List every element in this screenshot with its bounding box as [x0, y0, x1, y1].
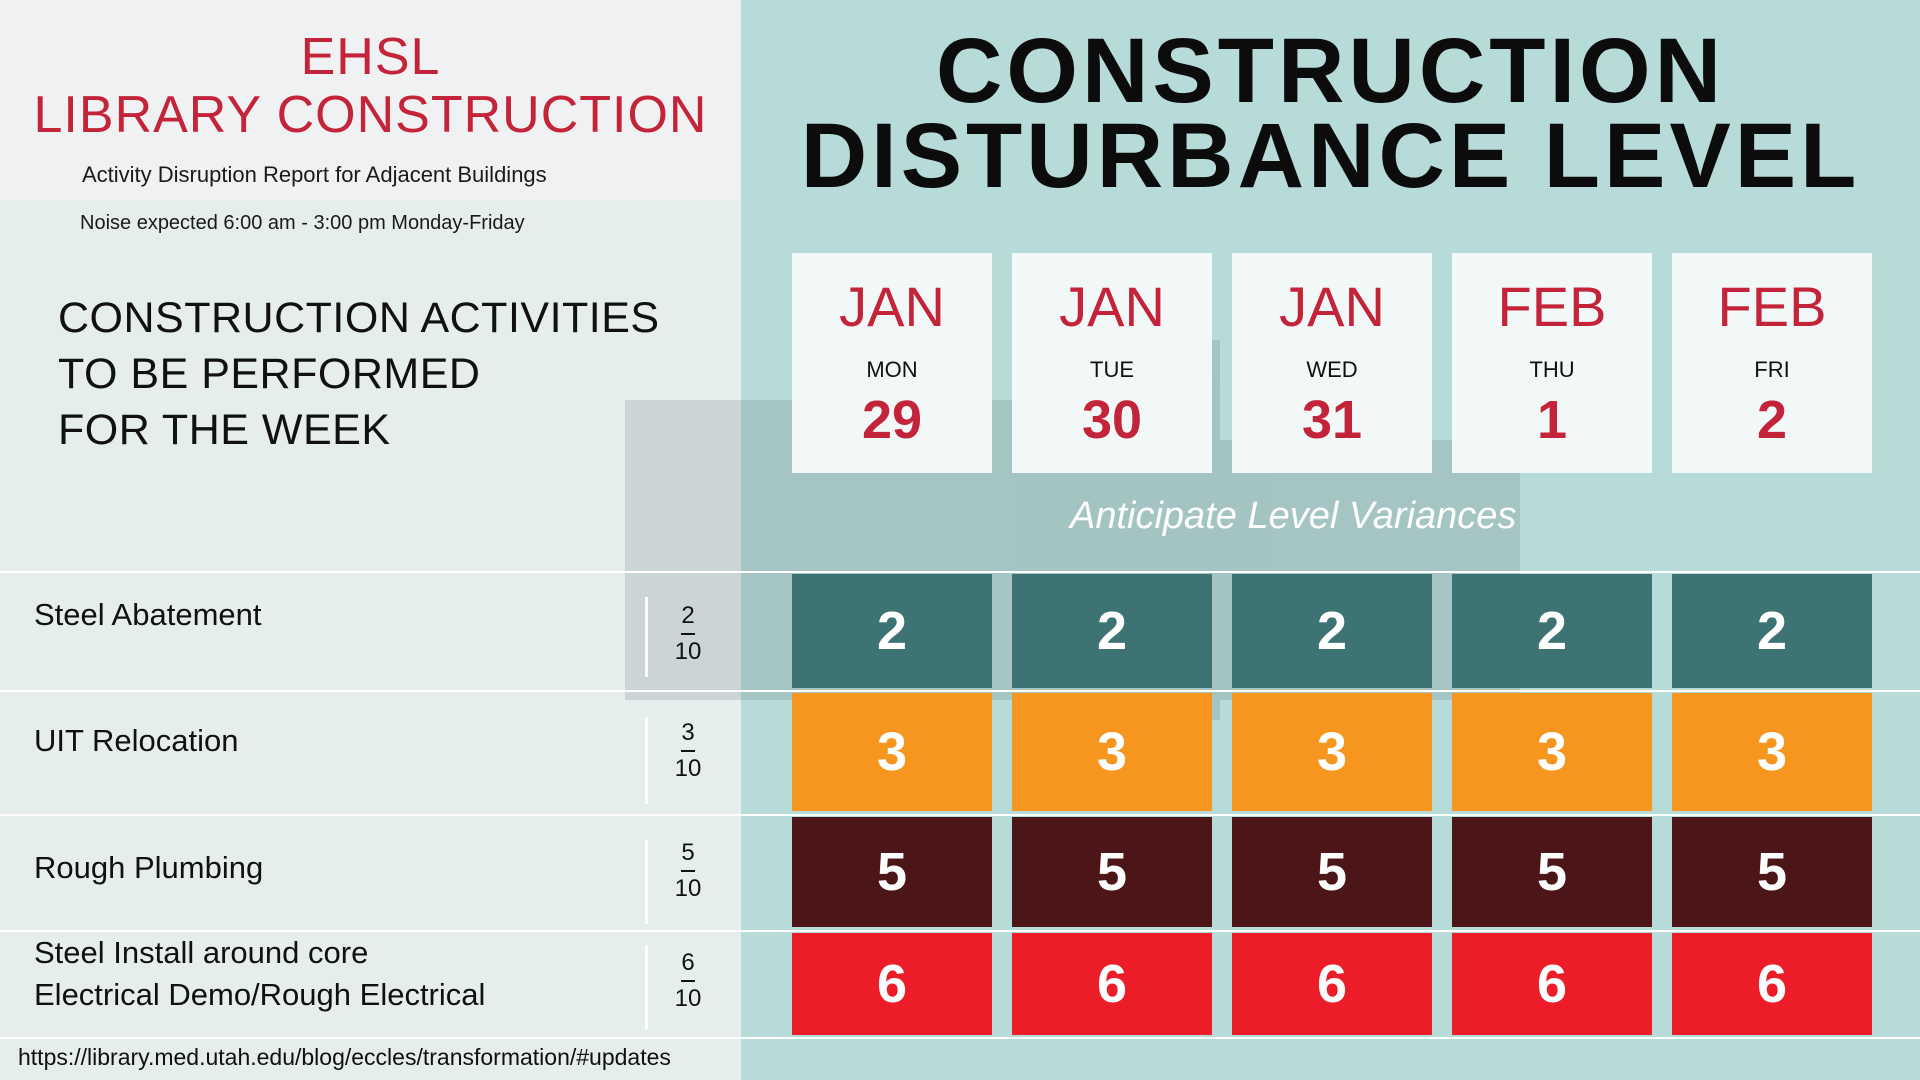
level-fraction: 2 10	[670, 603, 706, 665]
activity-label-line: UIT Relocation	[34, 723, 239, 758]
date-month: FEB	[1717, 275, 1827, 338]
fraction-bar	[681, 633, 695, 635]
row-separator	[645, 945, 648, 1029]
date-month: JAN	[1279, 275, 1385, 338]
brand-title-line2: LIBRARY CONSTRUCTION	[33, 86, 708, 144]
level-cell: 3	[1012, 693, 1212, 811]
fraction-bar	[681, 870, 695, 872]
level-numerator: 2	[681, 602, 695, 629]
activities-heading-line: CONSTRUCTION ACTIVITIES	[58, 294, 660, 342]
brand-title-line1: EHSL	[300, 28, 441, 86]
updates-link[interactable]: https://library.med.utah.edu/blog/eccles…	[18, 1044, 671, 1070]
row-divider	[0, 1037, 1920, 1039]
level-cell: 6	[1672, 933, 1872, 1035]
date-day: 31	[1301, 390, 1363, 450]
row-divider	[0, 571, 1920, 573]
date-weekday: THU	[1529, 357, 1575, 382]
level-fraction: 6 10	[670, 950, 706, 1012]
level-cell: 6	[1452, 933, 1652, 1035]
date-day: 29	[861, 390, 923, 450]
level-cell: 2	[1452, 574, 1652, 688]
date-card-mon: JAN MON 29	[792, 253, 992, 473]
main-title-line2: DISTURBANCE LEVEL	[800, 105, 1861, 207]
date-weekday: TUE	[1090, 357, 1134, 382]
date-day: 2	[1756, 390, 1788, 450]
variance-note: Anticipate Level Variances	[1070, 495, 1517, 537]
fraction-bar	[681, 750, 695, 752]
level-cell: 6	[1232, 933, 1432, 1035]
level-fraction: 5 10	[670, 840, 706, 902]
activities-heading: CONSTRUCTION ACTIVITIES TO BE PERFORMED …	[58, 290, 660, 458]
row-divider	[0, 690, 1920, 692]
date-card-thu: FEB THU 1	[1452, 253, 1652, 473]
row-separator	[645, 718, 648, 804]
date-card-wed: JAN WED 31	[1232, 253, 1432, 473]
level-cell: 5	[1672, 817, 1872, 927]
activity-label-line: Electrical Demo/Rough Electrical	[34, 977, 486, 1012]
activity-label-line: Steel Install around core	[34, 935, 369, 970]
level-numerator: 6	[681, 949, 695, 976]
level-cell: 3	[1232, 693, 1432, 811]
date-month: FEB	[1497, 275, 1607, 338]
level-numerator: 3	[681, 719, 695, 746]
date-day: 1	[1536, 390, 1568, 450]
level-cell: 5	[1232, 817, 1432, 927]
fraction-bar	[681, 980, 695, 982]
level-denominator: 10	[674, 875, 702, 902]
level-denominator: 10	[674, 985, 702, 1012]
level-cell: 3	[1452, 693, 1652, 811]
row-separator	[645, 840, 648, 924]
level-cell: 3	[792, 693, 992, 811]
date-weekday: MON	[866, 357, 918, 382]
date-day: 30	[1081, 390, 1143, 450]
level-cell: 5	[1452, 817, 1652, 927]
activity-label-line: Rough Plumbing	[34, 850, 264, 885]
level-denominator: 10	[674, 638, 702, 665]
left-header-band	[0, 0, 741, 200]
level-cell: 6	[1012, 933, 1212, 1035]
noise-schedule-note: Noise expected 6:00 am - 3:00 pm Monday-…	[80, 212, 525, 234]
level-cell: 2	[1672, 574, 1872, 688]
level-denominator: 10	[674, 755, 702, 782]
activity-label-line: Steel Abatement	[34, 597, 262, 632]
level-cell: 3	[1672, 693, 1872, 811]
activity-label-steel-abatement: Steel Abatement	[34, 594, 262, 636]
level-fraction: 3 10	[670, 720, 706, 782]
date-month: JAN	[1059, 275, 1165, 338]
date-card-tue: JAN TUE 30	[1012, 253, 1212, 473]
activities-heading-line: TO BE PERFORMED	[58, 350, 481, 398]
level-numerator: 5	[681, 839, 695, 866]
row-divider	[0, 930, 1920, 932]
date-card-fri: FEB FRI 2	[1672, 253, 1872, 473]
report-subtitle: Activity Disruption Report for Adjacent …	[82, 162, 547, 187]
activity-label-rough-plumbing: Rough Plumbing	[34, 847, 263, 889]
row-divider	[0, 814, 1920, 816]
activity-label-steel-electrical: Steel Install around core Electrical Dem…	[34, 932, 485, 1016]
date-month: JAN	[839, 275, 945, 338]
level-cell: 6	[792, 933, 992, 1035]
activity-label-uit-relocation: UIT Relocation	[34, 720, 238, 762]
main-title-line1: CONSTRUCTION	[935, 20, 1726, 122]
activities-heading-line: FOR THE WEEK	[58, 406, 391, 454]
level-cell: 5	[792, 817, 992, 927]
level-cell: 2	[1012, 574, 1212, 688]
date-weekday: FRI	[1754, 357, 1790, 382]
level-cell: 2	[1232, 574, 1432, 688]
level-cell: 2	[792, 574, 992, 688]
date-weekday: WED	[1306, 357, 1358, 382]
level-cell: 5	[1012, 817, 1212, 927]
row-separator	[645, 597, 648, 677]
